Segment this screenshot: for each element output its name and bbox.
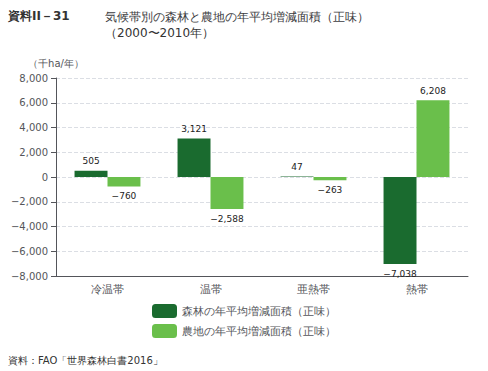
svg-text:熱帯: 熱帯: [406, 283, 428, 296]
svg-text:−4,000: −4,000: [11, 221, 48, 232]
svg-text:森林の年平均増減面積（正味）: 森林の年平均増減面積（正味）: [182, 305, 336, 318]
svg-text:2,000: 2,000: [19, 147, 48, 158]
svg-text:冷温帯: 冷温帯: [91, 283, 124, 296]
svg-text:−7,038: −7,038: [383, 269, 417, 279]
svg-text:亜熱帯: 亜熱帯: [297, 283, 330, 296]
svg-text:（千ha/年）: （千ha/年）: [28, 58, 84, 69]
svg-text:気候帯別の森林と農地の年平均増減面積（正味）: 気候帯別の森林と農地の年平均増減面積（正味）: [105, 10, 369, 24]
svg-text:8,000: 8,000: [19, 73, 48, 84]
svg-text:3,121: 3,121: [181, 124, 207, 134]
svg-text:−263: −263: [318, 185, 343, 195]
svg-text:資料II－31: 資料II－31: [7, 9, 70, 23]
svg-text:6,208: 6,208: [420, 86, 446, 96]
svg-text:温帯: 温帯: [200, 283, 222, 296]
svg-text:6,000: 6,000: [19, 97, 48, 108]
svg-text:−8,000: −8,000: [11, 271, 48, 282]
svg-text:−6,000: −6,000: [11, 246, 48, 257]
svg-text:−2,588: −2,588: [210, 214, 244, 224]
svg-text:4,000: 4,000: [19, 122, 48, 133]
svg-text:−2,000: −2,000: [11, 196, 48, 207]
svg-text:資料：FAO「世界森林白書2016」: 資料：FAO「世界森林白書2016」: [8, 355, 163, 366]
svg-text:−760: −760: [112, 191, 137, 201]
svg-text:（2000〜2010年）: （2000〜2010年）: [105, 26, 214, 40]
svg-text:0: 0: [42, 172, 48, 183]
svg-text:47: 47: [291, 162, 302, 172]
svg-text:505: 505: [82, 156, 99, 166]
svg-text:農地の年平均増減面積（正味）: 農地の年平均増減面積（正味）: [182, 325, 336, 338]
